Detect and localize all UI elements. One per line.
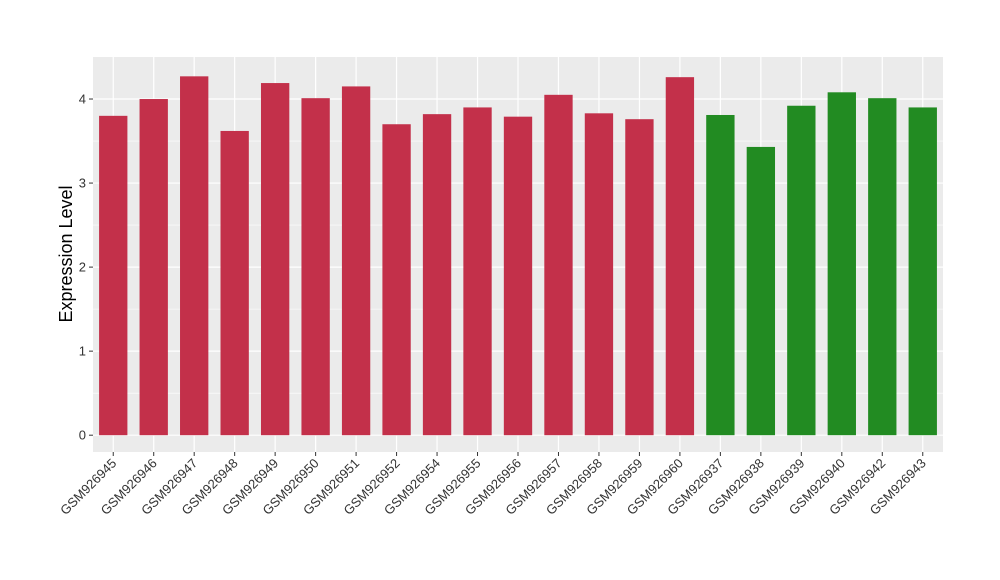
bar-GSM926946 xyxy=(139,99,168,436)
bar-GSM926949 xyxy=(260,83,290,436)
y-axis-title: Expression Level xyxy=(56,185,76,322)
bar-GSM926951 xyxy=(341,86,371,436)
bar-GSM926947 xyxy=(180,76,209,436)
bar-GSM926954 xyxy=(422,114,452,436)
y-tick-label: 1 xyxy=(79,344,86,359)
bar-GSM926957 xyxy=(544,94,573,436)
x-axis: GSM926945GSM926946GSM926947GSM926948GSM9… xyxy=(57,452,929,518)
y-tick-label: 0 xyxy=(79,428,86,443)
bar-GSM926956 xyxy=(503,116,533,436)
bar-GSM926959 xyxy=(625,119,654,436)
bar-GSM926938 xyxy=(746,146,776,436)
bar-GSM926958 xyxy=(584,113,614,436)
bar-GSM926950 xyxy=(301,98,330,436)
bars xyxy=(99,76,937,436)
bar-GSM926955 xyxy=(463,107,492,436)
y-tick-label: 2 xyxy=(79,260,86,275)
y-axis: 0 1 2 3 4 xyxy=(79,92,93,443)
bar-GSM926939 xyxy=(787,105,816,436)
bar-GSM926960 xyxy=(665,77,695,436)
y-tick-label: 3 xyxy=(79,176,86,191)
bar-GSM926952 xyxy=(382,124,411,436)
bar-GSM926940 xyxy=(827,92,856,436)
bar-GSM926948 xyxy=(220,130,249,436)
y-tick-label: 4 xyxy=(79,92,86,107)
bar-GSM926942 xyxy=(868,98,897,436)
bar-GSM926937 xyxy=(706,114,735,436)
bar-GSM926943 xyxy=(908,107,937,436)
bar-GSM926945 xyxy=(99,115,128,436)
